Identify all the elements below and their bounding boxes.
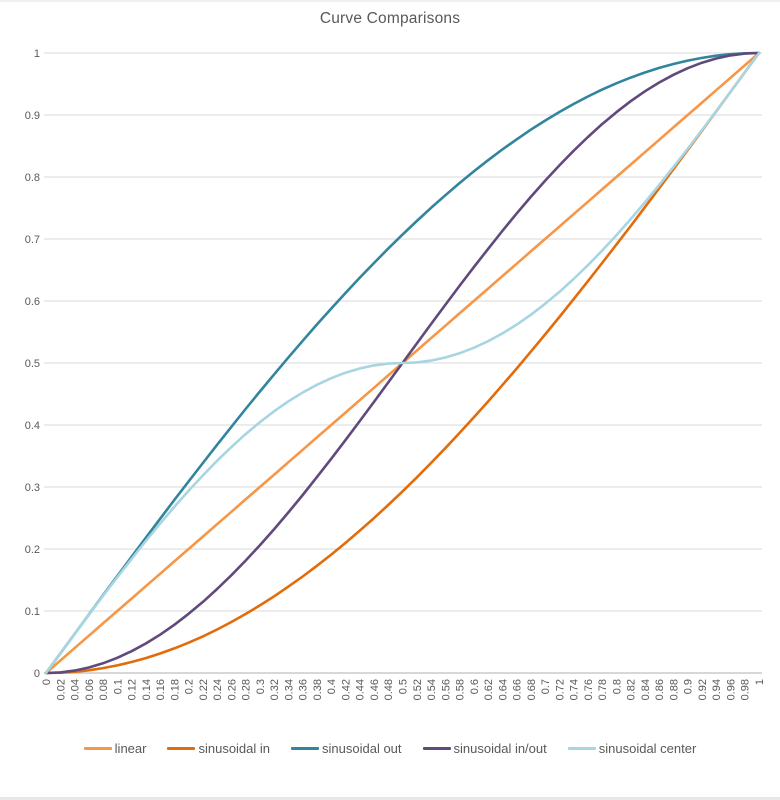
legend-line-marker-icon: [167, 746, 196, 750]
legend-item-sinusoidal-in-out[interactable]: sinusoidal in/out: [422, 740, 547, 756]
x-tick-label: 0.26: [226, 679, 238, 700]
x-tick-label: 0.12: [127, 679, 139, 700]
x-tick-label: 0.96: [725, 679, 737, 700]
x-tick-label: 0.78: [597, 679, 609, 700]
x-tick-label: 0.54: [426, 679, 438, 700]
y-tick-label: 0.5: [25, 358, 40, 370]
x-tick-label: 0.08: [98, 679, 110, 700]
y-tick-label: 0.1: [25, 606, 40, 618]
x-tick-label: 0.36: [298, 679, 310, 700]
x-tick-label: 0.66: [512, 679, 524, 700]
y-tick-label: 0.2: [25, 544, 40, 556]
screenshot-bottom-edge: [0, 797, 780, 800]
y-tick-label: 0.3: [25, 482, 40, 494]
y-tick-label: 0: [34, 668, 40, 680]
x-tick-label: 0.32: [269, 679, 281, 700]
x-tick-label: 0.62: [483, 679, 495, 700]
x-tick-label: 0.92: [697, 679, 709, 700]
x-tick-label: 0.2: [184, 679, 196, 694]
x-tick-label: 0.64: [497, 679, 509, 700]
x-tick-label: 0: [41, 679, 53, 685]
screenshot-top-edge: [0, 0, 780, 2]
x-tick-label: 0.56: [440, 679, 452, 700]
x-tick-label: 0.4: [326, 679, 338, 694]
series-line-sinusoidal-out[interactable]: [44, 51, 761, 675]
x-tick-label: 0.04: [70, 679, 82, 700]
legend-label: sinusoidal center: [598, 740, 697, 756]
x-tick-label: 0.88: [668, 679, 680, 700]
x-tick-label: 1: [754, 679, 766, 685]
series-line-sinusoidal-in[interactable]: [44, 51, 761, 675]
y-tick-label: 0.6: [25, 296, 40, 308]
x-tick-label: 0.06: [84, 679, 96, 700]
legend-label: linear: [114, 740, 147, 756]
y-tick-label: 0.7: [25, 234, 40, 246]
x-tick-label: 0.28: [241, 679, 253, 700]
legend-label: sinusoidal out: [322, 740, 402, 756]
x-tick-label: 0.84: [640, 679, 652, 700]
x-tick-label: 0.98: [740, 679, 752, 700]
x-tick-label: 0.8: [611, 679, 623, 694]
x-tick-label: 0.22: [198, 679, 210, 700]
legend-line-marker-icon: [83, 746, 112, 750]
series-line-sinusoidal-center[interactable]: [44, 51, 761, 675]
x-tick-label: 0.1: [112, 679, 124, 694]
legend-line-marker-icon: [422, 746, 451, 750]
x-tick-label: 0.48: [383, 679, 395, 700]
x-tick-label: 0.9: [683, 679, 695, 694]
x-tick-label: 0.76: [583, 679, 595, 700]
y-tick-label: 0.8: [25, 172, 40, 184]
legend-item-sinusoidal-out[interactable]: sinusoidal out: [291, 741, 402, 756]
legend-label: sinusoidal in/out: [453, 740, 547, 756]
x-tick-label: 0.14: [141, 679, 153, 700]
y-tick-label: 0.9: [25, 110, 40, 122]
chart-title: Curve Comparisons: [319, 10, 461, 27]
legend-item-linear[interactable]: linear: [83, 740, 147, 756]
x-tick-label: 0.86: [654, 679, 666, 700]
chart-canvas[interactable]: 00.10.20.30.40.50.60.70.80.910 0.02 0.04 0.…: [0, 0, 780, 730]
x-tick-label: 0.94: [711, 679, 723, 700]
x-tick-label: 0.02: [55, 679, 67, 700]
x-tick-label: 0.58: [455, 679, 467, 700]
x-tick-label: 0.18: [169, 679, 181, 700]
x-tick-label: 0.52: [412, 679, 424, 700]
legend-label: sinusoidal in: [198, 740, 271, 756]
legend-line-marker-icon: [291, 746, 320, 750]
x-tick-label: 0.3: [255, 679, 267, 694]
x-tick-label: 0.7: [540, 679, 552, 694]
legend-line-marker-icon: [567, 746, 596, 750]
x-tick-label: 0.42: [340, 679, 352, 700]
x-tick-label: 0.24: [212, 679, 224, 700]
x-tick-label: 0.68: [526, 679, 538, 700]
x-tick-label: 0.16: [155, 679, 167, 700]
x-tick-label: 0.38: [312, 679, 324, 700]
x-tick-label: 0.6: [469, 679, 481, 694]
x-tick-label: 0.46: [369, 679, 381, 700]
x-tick-label: 0.44: [355, 679, 367, 700]
legend-item-sinusoidal-in[interactable]: sinusoidal in: [167, 741, 270, 756]
y-tick-label: 1: [34, 48, 40, 60]
x-tick-label: 0.72: [554, 679, 566, 700]
y-tick-label: 0.4: [25, 420, 40, 432]
x-tick-label: 0.34: [283, 679, 295, 700]
legend-item-sinusoidal-center[interactable]: sinusoidal center: [567, 740, 697, 756]
x-tick-label: 0.74: [569, 679, 581, 700]
x-tick-label: 0.82: [626, 679, 638, 700]
chart-legend: linear sinusoidal in sinusoidal out sinu…: [0, 737, 780, 759]
x-tick-label: 0.5: [398, 679, 410, 694]
